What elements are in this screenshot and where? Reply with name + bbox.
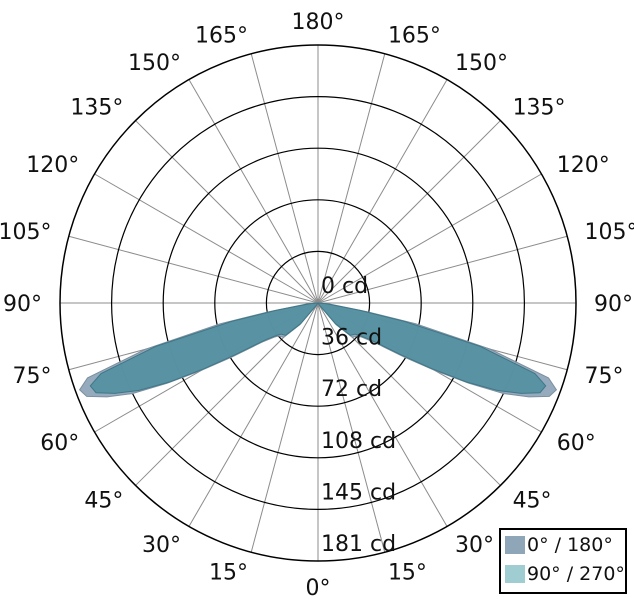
angle-label: 15° [209, 561, 248, 586]
series-1-area [89, 302, 547, 394]
angle-label: 150° [128, 51, 181, 76]
grid-spoke [188, 302, 319, 527]
grid-ring [162, 147, 474, 459]
radial-tick-labels: 0 cd 36 cd 72 cd 108 cd 145 cd 181 cd [321, 274, 396, 557]
legend: 0° / 180° 90° / 270° [499, 528, 627, 594]
angle-label: 120° [26, 153, 79, 178]
grid-spoke [317, 302, 448, 527]
angle-labels: 0°15°30°45°60°75°90°105°120°135°150°165°… [0, 10, 634, 601]
grid-spoke [250, 53, 319, 304]
radial-tick-label: 108 cd [321, 429, 396, 454]
angle-label: 150° [455, 51, 508, 76]
legend-swatch-1 [505, 565, 525, 583]
radial-tick-label: 181 cd [321, 532, 396, 557]
angle-label: 120° [557, 153, 610, 178]
angle-label: 90° [594, 292, 633, 317]
radial-tick-label: 0 cd [321, 274, 368, 299]
angle-label: 60° [40, 431, 79, 456]
grid-ring [111, 96, 525, 510]
grid-spoke [250, 302, 319, 553]
grid-spoke [317, 53, 386, 304]
angle-label: 165° [388, 23, 441, 48]
grid-ring [59, 44, 577, 562]
angle-label: 135° [513, 95, 566, 120]
angle-label: 0° [306, 576, 331, 601]
grid-ring [265, 250, 371, 356]
grid-spoke [94, 173, 319, 304]
angle-label: 90° [3, 292, 42, 317]
angle-label: 165° [195, 23, 248, 48]
angle-label: 30° [142, 533, 181, 558]
grid-spoke [188, 79, 319, 304]
legend-label-1: 90° / 270° [527, 563, 625, 585]
angle-label: 105° [0, 220, 51, 245]
angle-label: 45° [513, 489, 552, 514]
radial-tick-label: 72 cd [321, 377, 382, 402]
series-group [78, 302, 558, 398]
grid-spoke [135, 120, 319, 304]
angle-label: 75° [12, 364, 51, 389]
grid-spoke [317, 235, 568, 304]
grid-ring [214, 199, 422, 407]
grid-spoke [317, 173, 542, 304]
angle-label: 15° [388, 561, 427, 586]
legend-label-0: 0° / 180° [527, 534, 613, 556]
grid-spoke [317, 79, 448, 304]
angle-label: 60° [557, 431, 596, 456]
angle-label: 75° [585, 364, 624, 389]
radial-tick-label: 145 cd [321, 480, 396, 505]
grid-spoke [317, 120, 501, 304]
radial-tick-label: 36 cd [321, 326, 382, 351]
angle-label: 45° [84, 489, 123, 514]
angle-label: 180° [292, 10, 345, 35]
angle-label: 135° [70, 95, 123, 120]
grid-spoke [317, 302, 386, 553]
angle-label: 30° [455, 533, 494, 558]
grid-spoke [68, 235, 319, 304]
angle-label: 105° [585, 220, 634, 245]
legend-swatch-0 [505, 536, 525, 554]
